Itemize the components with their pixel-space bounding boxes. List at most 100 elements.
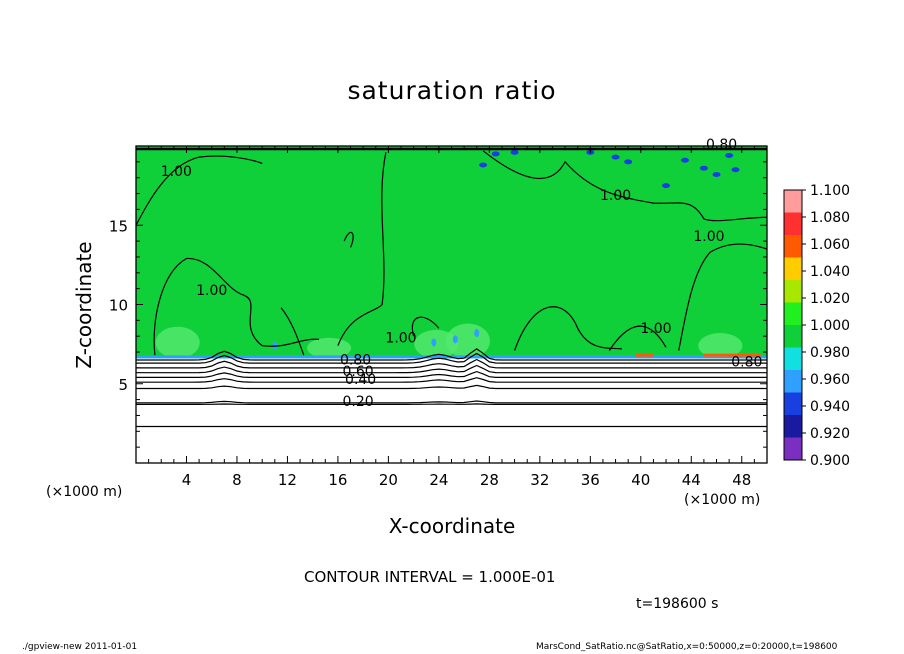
saturated-region (136, 146, 767, 359)
x-unit-left: (×1000 m) (46, 484, 123, 500)
contour-line (608, 325, 667, 351)
colorbar-label: 0.900 (810, 453, 850, 469)
contour-line (136, 348, 767, 361)
contour-labels: 1.001.001.001.001.001.000.800.800.800.60… (161, 137, 763, 410)
contour-line (482, 150, 768, 222)
colorbar-swatch (784, 280, 802, 303)
undersaturated-speck (510, 149, 519, 155)
undersaturated-speck (699, 165, 708, 171)
undersaturated-speck (272, 341, 278, 350)
x-tick-label: 40 (631, 471, 650, 489)
x-tick-label: 16 (328, 471, 347, 489)
undersaturated-speck (431, 338, 437, 347)
chart-title: saturation ratio (347, 76, 557, 105)
x-tick-label: 32 (530, 471, 549, 489)
x-tick-label: 28 (480, 471, 499, 489)
x-tick-label: 4 (182, 471, 192, 489)
contour-label: 0.80 (340, 353, 371, 369)
undersaturated-speck (712, 172, 721, 178)
y-tick-label: 15 (109, 217, 128, 235)
contour-line (337, 152, 387, 346)
colorbar-swatch (784, 212, 802, 235)
y-axis: 5 10 15 (109, 161, 767, 448)
contour-line (678, 243, 768, 351)
contour-label: 1.00 (600, 188, 631, 204)
contour-label: 0.40 (345, 372, 376, 388)
y-tick-label: 10 (109, 297, 128, 315)
sub-saturated-patch (414, 329, 459, 359)
sub-saturated-patch (155, 326, 200, 359)
undersaturated-speck (474, 329, 480, 338)
x-tick-label: 24 (429, 471, 448, 489)
colorbar-swatch (784, 190, 802, 213)
contour-line (135, 155, 263, 226)
undersaturated-speck (725, 153, 734, 159)
x-tick-label: 8 (232, 471, 242, 489)
undersaturated-speck (662, 183, 671, 189)
x-axis: 4 8 12 16 20 24 28 32 36 40 44 48 (148, 146, 755, 489)
undersaturated-speck (452, 335, 458, 344)
y-axis-label: Z-coordinate (72, 241, 96, 369)
contour-line (343, 231, 354, 248)
colorbar-label: 0.920 (810, 426, 850, 442)
contour-interval-label: CONTOUR INTERVAL = 1.000E-01 (304, 568, 556, 586)
sub-saturated-patch (698, 333, 743, 359)
layer-base-edge (136, 355, 767, 359)
contour-label: 1.00 (161, 164, 192, 180)
colorbar-swatch (784, 415, 802, 438)
contour-label: 0.20 (343, 394, 374, 410)
colorbar-swatch (784, 437, 802, 460)
undersaturated-speck (680, 157, 689, 163)
x-tick-label: 12 (278, 471, 297, 489)
undersaturated-speck (731, 167, 740, 173)
undersaturated-speck (586, 149, 595, 155)
colorbar-label: 0.940 (810, 399, 850, 415)
colorbar-swatch (784, 325, 802, 348)
contour-label: 1.00 (196, 283, 227, 299)
x-unit-right: (×1000 m) (684, 492, 761, 508)
x-tick-label: 20 (379, 471, 398, 489)
contour-label: 1.00 (385, 331, 416, 347)
colorbar-label: 1.100 (810, 183, 850, 199)
contour-line (514, 306, 622, 351)
colorbar-label: 0.980 (810, 345, 850, 361)
colorbar-label: 1.040 (810, 264, 850, 280)
time-label: t=198600 s (636, 596, 719, 612)
y-tick-label: 5 (118, 376, 128, 394)
contour-line (136, 352, 767, 364)
contour-line (280, 307, 305, 356)
undersaturated-speck (491, 151, 500, 157)
contour-line (136, 403, 767, 405)
footer-left: ./gpview-new 2011-01-01 (22, 642, 138, 652)
colorbar-label: 1.080 (810, 210, 850, 226)
sub-saturated-patch (445, 323, 490, 359)
colorbar-swatch (784, 302, 802, 325)
colorbar-swatch (784, 370, 802, 393)
contour-label: 0.80 (706, 137, 737, 153)
supersaturated-spot (635, 353, 654, 357)
contour-lines (135, 147, 768, 428)
undersaturated-speck (479, 162, 488, 168)
colorbar-frame (783, 189, 803, 461)
contour-line (136, 400, 767, 404)
footer-right: MarsCond_SatRatio.nc@SatRatio,x=0:50000,… (536, 642, 838, 652)
contour-label: 0.60 (343, 364, 374, 380)
contour-label: 1.00 (693, 229, 724, 245)
sub-saturated-patch (307, 337, 352, 359)
undersaturated-speck (624, 159, 633, 165)
contour-line (153, 257, 320, 356)
contour-line (136, 358, 767, 369)
contour-line (136, 370, 767, 378)
undersaturated-speck (611, 154, 620, 160)
contour-line (136, 377, 767, 383)
saturation-field (136, 146, 767, 359)
plot-frame (135, 145, 768, 464)
colorbar-swatch (784, 257, 802, 280)
colorbar-label: 1.000 (810, 318, 850, 334)
x-tick-label: 44 (682, 471, 701, 489)
colorbar-swatch (784, 347, 802, 370)
contour-line (136, 384, 767, 390)
contour-label: 1.00 (640, 321, 671, 337)
contour-line (136, 364, 767, 374)
x-axis-label: X-coordinate (388, 514, 516, 538)
